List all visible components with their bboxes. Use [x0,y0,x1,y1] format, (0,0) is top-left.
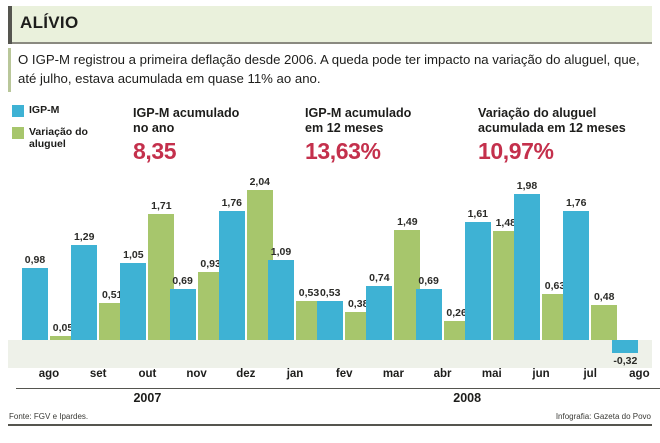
page-title: ALÍVIO [20,13,79,32]
callout-value: 13,63% [305,138,381,164]
deck-text: O IGP-M registrou a primeira deflação de… [18,52,640,86]
bar-group: 1,76 0,48 [563,176,618,340]
bar-value-label: 1,76 [221,196,243,209]
chart-legend: IGP-M Variação do aluguel [12,104,122,159]
bar-group: 1,76 2,04 [218,176,273,340]
axis-year-label: 2008 [453,391,482,405]
bar-value-label: 1,76 [565,196,587,209]
axis-month-label: mar [382,368,404,380]
bar-igpm [169,289,196,340]
footer-rule [8,424,652,426]
axis-month-label: mai [481,368,502,380]
bar-value-label: 0,48 [593,290,615,303]
bar-value-label: 0,51 [101,288,123,301]
bar-igpm [71,245,98,340]
bar-aluguel [443,320,470,340]
callout-igpm-12m: IGP-M acumulado em 12 meses 13,63% [305,106,411,164]
bar-value-label: 1,48 [495,217,517,230]
bar-igpm [366,285,393,340]
chart-x-axis: ago set out nov dez jan fev mar abr mai jun jul ago 2… [8,368,660,414]
axis-year-rule [262,388,660,389]
callout-value: 8,35 [133,138,177,164]
bar-value-label: 0,53 [319,287,341,300]
legend-label-aluguel: Variação do aluguel [29,126,88,150]
bar-value-label: 0,53 [298,287,320,300]
bar-value-label: 1,29 [73,231,95,244]
bar-group: 0,74 1,49 [366,176,421,340]
axis-month-label: fev [335,368,353,380]
callout-value: 10,97% [478,138,554,164]
bar-group: 0,53 0,38 [317,176,372,340]
bar-value-label: 1,98 [516,180,538,193]
bar-value-label: 0,93 [200,257,221,270]
bar-group: 1,29 0,51 [71,176,126,340]
bar-value-label: 0,26 [446,306,467,319]
bar-group: 0,69 0,26 [415,176,470,340]
bar-value-label: 0,74 [369,271,390,284]
axis-year-label: 2007 [133,391,162,405]
bar-aluguel [50,336,76,340]
source-note: Fonte: FGV e Ipardes. [9,412,89,421]
bar-value-label: 1,09 [270,245,292,258]
credit-note: Infografia: Gazeta do Povo [555,412,651,421]
bar-value-label: 0,38 [347,298,369,311]
axis-month-label: set [89,368,107,380]
bar-value-label: 0,98 [24,253,46,266]
chart-baseline-band [8,340,652,368]
bar-igpm [415,289,442,340]
callout-igpm-ano: IGP-M acumulado no ano 8,35 [133,106,239,164]
bar-group: -0,32 [612,176,660,367]
legend-swatch-icon-aluguel [12,127,24,139]
callout-title: IGP-M acumulado no ano [133,106,240,135]
axis-month-label: abr [433,368,452,380]
legend-item-igpm: IGP-M [12,104,122,117]
bar-igpm [563,210,590,340]
bar-value-label: 1,61 [467,207,489,220]
bar-igpm [22,267,48,340]
bar-igpm [514,194,540,340]
bar-value-label: 0,69 [418,275,439,288]
legend-item-aluguel: Variação do aluguel [12,126,122,150]
bar-value-label: 0,05 [52,322,74,335]
bar-value-label: 0,69 [172,275,193,288]
bar-igpm [120,262,147,340]
legend-swatch-icon-igpm [12,105,24,117]
deck-accent-rule [8,48,11,92]
callout-title: Variação do aluguel acumulada em 12 mese… [478,106,626,135]
axis-month-label: nov [186,368,207,380]
bar-igpm [464,221,491,340]
axis-month-label: jan [286,368,304,380]
callout-title: IGP-M acumulado em 12 meses [305,106,412,135]
axis-month-label: out [138,368,157,380]
bar-value-label: 1,05 [123,248,144,261]
bar-igpm-negative [612,340,639,353]
axis-month-label: ago [38,368,60,380]
header-accent-rule [8,6,12,44]
bar-value-label: 1,49 [397,216,418,229]
axis-month-label: jul [583,368,597,380]
bar-value-label: 1,71 [151,200,172,213]
bar-group: 1,61 1,48 [464,176,519,340]
bar-igpm [317,301,344,340]
legend-label-igpm: IGP-M [29,104,60,116]
bar-group: 0,98 0,05 [22,176,76,340]
axis-month-label: jun [532,368,550,380]
callout-aluguel-12m: Variação do aluguel acumulada em 12 mese… [478,106,626,164]
axis-month-label: dez [236,368,256,380]
axis-year-rule [16,388,279,389]
bar-groups: 0,98 0,05 1,29 0,51 1,05 1,71 0,69 0,93 1,76 2,04… [8,176,652,367]
bar-igpm [218,210,245,340]
bar-igpm [268,259,294,340]
bar-value-label: 2,04 [249,176,271,188]
bar-value-label: -0,32 [613,354,638,367]
bar-aluguel [591,304,618,340]
bar-chart: 0,98 0,05 1,29 0,51 1,05 1,71 0,69 0,93 1,76 2,04… [8,176,652,367]
bar-group: 1,09 0,53 [268,176,322,340]
header-band [8,6,652,44]
axis-month-label: ago [629,368,650,380]
bar-value-label: 0,63 [544,279,566,292]
bar-group: 1,05 1,71 [120,176,175,340]
